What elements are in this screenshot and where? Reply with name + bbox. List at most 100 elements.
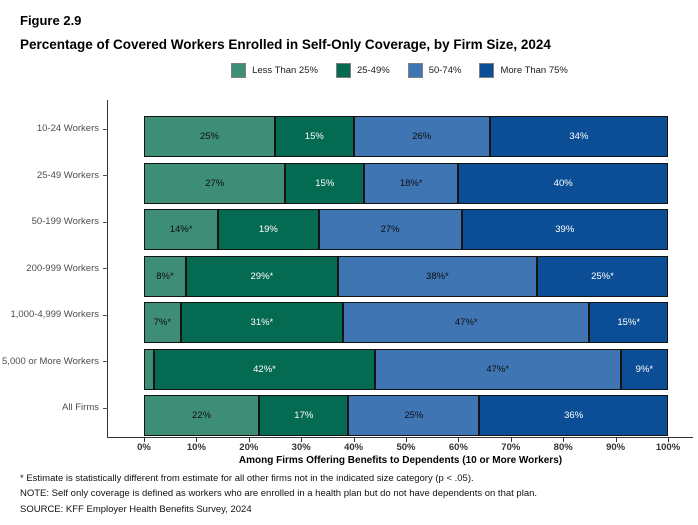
- x-axis-tick: [353, 437, 355, 442]
- legend-swatch-icon: [407, 62, 423, 78]
- bar-segment-label: 42%*: [253, 363, 276, 375]
- bar-segment-label: 40%: [553, 177, 573, 189]
- bar-row: 7%* 31%* 47%* 15%*: [144, 302, 668, 343]
- y-axis-tick: [103, 314, 108, 316]
- bar-segment-label: 29%*: [250, 270, 274, 282]
- footnote-note: NOTE: Self only coverage is defined as w…: [20, 488, 538, 500]
- bar-segment: 22%: [144, 395, 260, 436]
- bar-segment: 26%: [353, 116, 490, 157]
- bar-segment-label: 19%: [258, 224, 278, 235]
- bar-segment: 29%*: [185, 255, 338, 297]
- bar-row: 27% 15% 18%* 40%: [144, 162, 668, 204]
- x-axis-tick-label: 60%: [448, 442, 468, 453]
- x-axis-tick-label: 0%: [137, 442, 151, 453]
- bar-segment: 31%*: [180, 302, 344, 343]
- y-axis-tick: [103, 221, 108, 223]
- y-axis-label: 200-999 Workers: [26, 262, 99, 274]
- bar-segment-label: 17%: [294, 410, 314, 421]
- bar-segment: 39%: [461, 209, 668, 250]
- footnote-source: SOURCE: KFF Employer Health Benefits Sur…: [20, 503, 252, 515]
- bar-segment: 19%: [218, 209, 319, 250]
- bar-segment-label: 15%: [315, 177, 335, 189]
- x-axis-tick-label: 70%: [501, 442, 521, 453]
- bar-segment: 7%*: [144, 302, 181, 343]
- bar-row: 22% 17% 25% 36%: [144, 395, 668, 436]
- bar-segment: 17%: [259, 395, 349, 436]
- x-axis-title: Among Firms Offering Benefits to Depende…: [238, 455, 563, 466]
- legend-swatch-icon: [231, 62, 247, 78]
- y-axis-label: 5,000 or More Workers: [2, 355, 99, 367]
- bar-segment-label: 47%*: [454, 317, 478, 328]
- bar-segment: 15%: [275, 116, 354, 157]
- bar-segment: [144, 348, 155, 390]
- bar-segment-label: 34%: [569, 131, 589, 142]
- bar-segment-label: 9%*: [635, 363, 654, 375]
- bar-segment: 18%*: [364, 162, 459, 204]
- legend-item: 25-49%: [335, 62, 390, 78]
- footnote-significance: * Estimate is statistically different fr…: [20, 473, 474, 484]
- y-axis-tick: [103, 128, 108, 130]
- x-axis-tick: [144, 437, 145, 442]
- bar-segment: 9%*: [620, 348, 668, 390]
- footnotes: * Estimate is statistically different fr…: [20, 471, 537, 517]
- bar-segment-label: 38%*: [426, 270, 449, 282]
- x-axis-tick: [563, 437, 565, 442]
- bar-segment: 47%*: [374, 348, 621, 390]
- bar-segment-label: 31%*: [250, 317, 274, 328]
- legend-label: Less Than 25%: [252, 64, 318, 76]
- bar-segment: 47%*: [343, 302, 590, 343]
- plot-area: 25% 15% 26% 34% 27% 15% 18%* 40% 14%* 19% 27% 39% 8%…: [103, 100, 693, 466]
- figure-title: Percentage of Covered Workers Enrolled i…: [20, 37, 551, 52]
- y-axis-tick: [103, 361, 108, 362]
- bar-row: 8%* 29%* 38%* 25%*: [144, 255, 668, 297]
- x-axis-tick: [196, 437, 198, 442]
- bar-segment-label: 8%*: [156, 270, 174, 282]
- x-axis-tick-label: 80%: [553, 442, 573, 453]
- bar-segment-label: 36%: [564, 410, 584, 421]
- bar-segment: 42%*: [154, 348, 375, 390]
- y-axis-labels: 10-24 Workers 25-49 Workers 50-199 Workers…: [0, 100, 99, 437]
- legend-item: Less Than 25%: [231, 62, 318, 78]
- bar-segment-label: 25%*: [591, 270, 614, 282]
- x-axis-tick-label: 90%: [606, 442, 626, 453]
- bar-row: 14%* 19% 27% 39%: [144, 209, 668, 250]
- bar-segment: 15%: [285, 162, 365, 204]
- x-axis-tick: [458, 437, 460, 442]
- y-axis-label: 50-199 Workers: [31, 216, 99, 227]
- bar-segment-label: 18%*: [399, 177, 423, 189]
- bar-segment: 38%*: [337, 255, 537, 297]
- y-axis-label: 10-24 Workers: [36, 123, 99, 134]
- bar-segment-label: 27%: [205, 177, 225, 189]
- bar-segment-label: 26%: [412, 131, 432, 142]
- legend-item: More Than 75%: [479, 62, 568, 78]
- bar-segment-label: 15%: [304, 131, 324, 142]
- bar-segment: 15%*: [589, 302, 668, 343]
- legend-item: 50-74%: [407, 62, 462, 78]
- x-axis-tick-label: 40%: [344, 442, 364, 453]
- bar-segment-label: 25%: [404, 410, 424, 421]
- x-axis-tick-label: 50%: [396, 442, 416, 453]
- bar-segment-label: 27%: [380, 224, 400, 235]
- x-axis-tick-label: 20%: [239, 442, 259, 453]
- bar-segment-label: 15%*: [617, 317, 641, 328]
- y-axis-label: All Firms: [62, 402, 99, 413]
- bar-segment: 36%: [479, 395, 668, 436]
- bar-segment: 25%*: [536, 255, 668, 297]
- x-axis-tick: [301, 437, 303, 442]
- x-axis-tick: [406, 437, 407, 442]
- y-axis-label: 25-49 Workers: [36, 169, 99, 181]
- bar-segment: 25%: [348, 395, 480, 436]
- bar-segment-label: 22%: [192, 410, 212, 421]
- legend-swatch-icon: [335, 62, 351, 78]
- legend-label: More Than 75%: [500, 64, 568, 76]
- bar-segment-label: 47%*: [486, 363, 510, 375]
- x-axis-tick-label: 10%: [186, 442, 206, 453]
- legend-label: 50-74%: [428, 64, 462, 76]
- bar-segment-label: 14%*: [169, 224, 193, 235]
- legend: Less Than 25% 25-49% 50-74% More Than 75%: [107, 59, 692, 81]
- x-axis-tick: [248, 437, 250, 442]
- x-axis-tick-label: 100%: [655, 442, 681, 453]
- bar-row: 42%* 47%* 9%*: [144, 348, 668, 390]
- bar-segment: 14%*: [144, 209, 219, 250]
- bar-segment: 34%: [489, 116, 668, 157]
